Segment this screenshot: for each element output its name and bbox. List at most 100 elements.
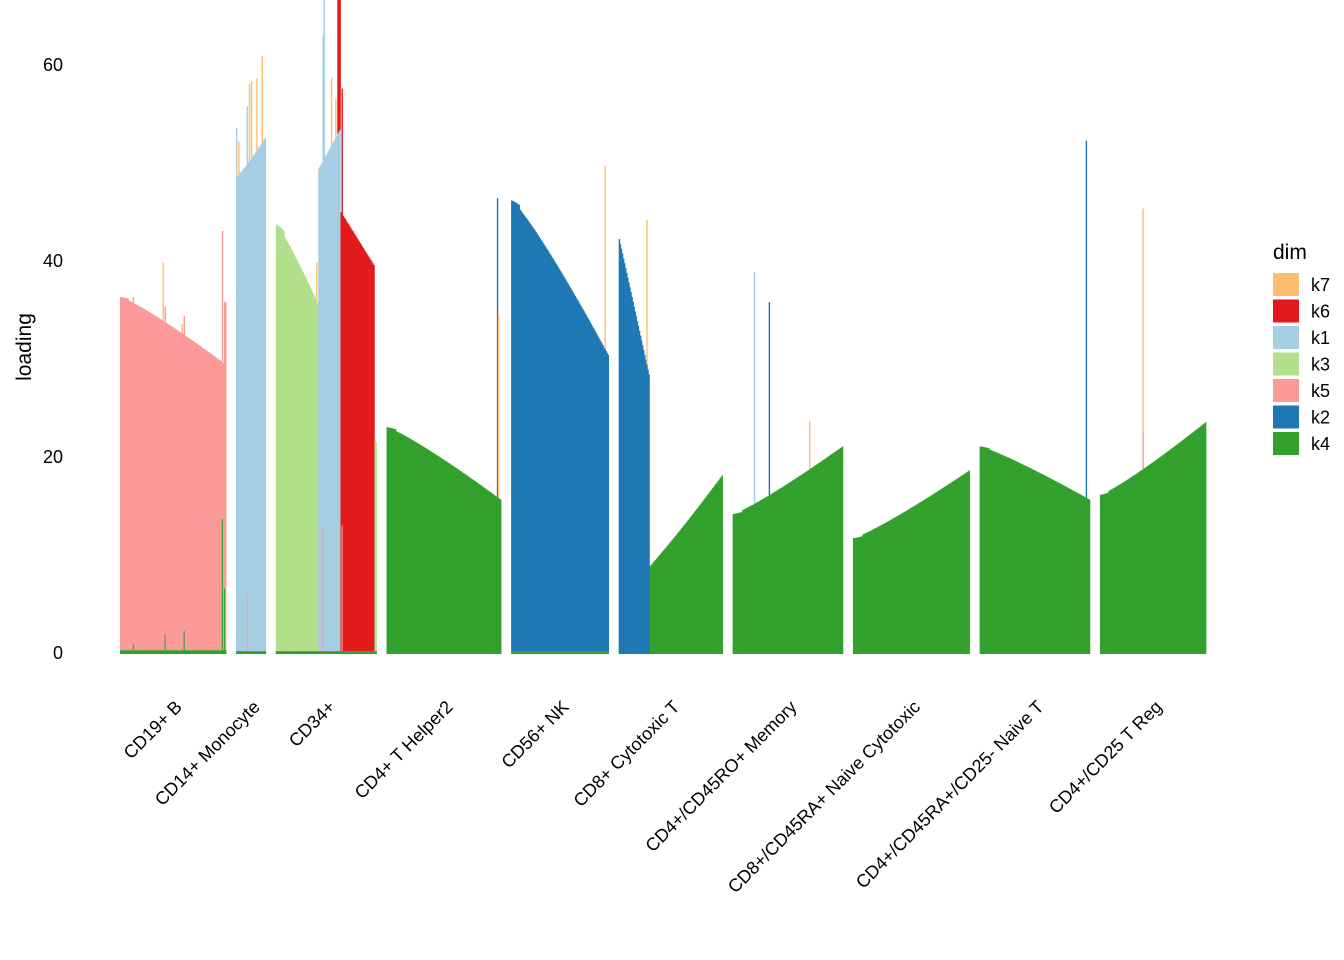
bar-segment-k5 xyxy=(199,346,201,651)
bar-segment-k4 xyxy=(886,521,889,654)
bar-segment-k3 xyxy=(285,239,287,652)
bar-segment-k2 xyxy=(625,267,627,654)
bar-segment-k4 xyxy=(179,650,181,654)
bar-segment-k4 xyxy=(213,650,215,654)
bar-segment-k4 xyxy=(1057,482,1059,654)
bar-segment-k2 xyxy=(521,212,524,652)
bar-segment-k4 xyxy=(1034,470,1037,654)
bar-segment-k4 xyxy=(173,650,175,654)
bar-segment-k4 xyxy=(701,502,703,654)
bar-segment-k6 xyxy=(362,248,365,652)
bar-segment-k4 xyxy=(183,630,186,654)
bar-segment-k4 xyxy=(315,651,317,654)
bar-segment-k4 xyxy=(744,508,746,654)
bar-segment-k4 xyxy=(250,651,253,654)
bar-segment-k1 xyxy=(325,155,328,652)
bar-segment-k4 xyxy=(773,491,776,654)
bar-segment-k4 xyxy=(497,498,500,654)
bar-segment-k5 xyxy=(179,332,181,651)
bar-segment-k1 xyxy=(239,173,241,652)
bar-segment-k4 xyxy=(745,508,747,654)
bar-segment-k4 xyxy=(1020,463,1023,654)
bar-segment-k4 xyxy=(309,651,312,654)
bar-segment-k4 xyxy=(403,435,405,654)
bar-segment-k4 xyxy=(813,466,815,654)
bar-segment-k2 xyxy=(593,329,596,652)
bar-segment-k4 xyxy=(585,651,587,654)
bar-segment-k2 xyxy=(619,243,622,654)
legend-label-k2: k2 xyxy=(1311,408,1330,428)
bar-segment-k4 xyxy=(522,651,525,654)
bar-segment-k4 xyxy=(358,651,360,654)
bar-segment-k4 xyxy=(658,555,661,654)
bar-segment-k4 xyxy=(531,651,533,654)
bar-segment-k5 xyxy=(197,344,199,651)
bar-segment-k4 xyxy=(697,507,699,654)
bar-segment-k4 xyxy=(995,452,997,654)
bar-segment-k5 xyxy=(158,318,160,651)
bar-segment-k4 xyxy=(1106,493,1108,654)
bar-segment-k5 xyxy=(190,339,192,651)
bar-segment-k4 xyxy=(415,442,417,654)
bar-segment-k5 xyxy=(151,314,154,651)
bar-segment-k5 xyxy=(157,317,159,651)
bar-segment-k4 xyxy=(1069,489,1072,654)
bar-segment-k4 xyxy=(143,650,145,654)
bar-group xyxy=(618,219,723,655)
bar-segment-k4 xyxy=(915,504,917,654)
bar-segment-k4 xyxy=(170,650,173,654)
bar-segment-k7 xyxy=(646,219,648,365)
bar-segment-k2 xyxy=(523,215,526,652)
bar-segment-k5 xyxy=(140,307,142,651)
bar-segment-k4 xyxy=(825,457,828,654)
bar-segment-k4 xyxy=(1150,463,1153,654)
bar-segment-k4 xyxy=(661,552,663,654)
bar-segment-k4 xyxy=(465,474,467,654)
bar-segment-k4 xyxy=(198,650,200,654)
bar-segment-k4 xyxy=(493,494,496,654)
bar-segment-k4 xyxy=(350,651,352,654)
bar-segment-k4 xyxy=(211,650,213,654)
bar-segment-k4 xyxy=(352,651,354,654)
bar-segment-k4 xyxy=(823,459,826,654)
bar-segment-k4 xyxy=(945,486,947,654)
bar-segment-k5 xyxy=(203,349,206,651)
bar-segment-k4 xyxy=(559,651,562,654)
bar-segment-k4 xyxy=(803,472,806,654)
bar-segment-k4 xyxy=(515,651,517,654)
bar-segment-k4 xyxy=(887,521,890,654)
bar-segment-k4 xyxy=(1157,458,1159,654)
bar-segment-k4 xyxy=(1001,455,1004,654)
bar-segment-k4 xyxy=(423,447,426,654)
bar-segment-k4 xyxy=(151,650,154,654)
bar-segment-k4 xyxy=(966,472,968,654)
bar-segment-k3 xyxy=(286,241,288,652)
bar-segment-k4 xyxy=(1019,463,1022,654)
bar-segment-k4 xyxy=(750,505,753,654)
bar-segment-k4 xyxy=(1131,476,1134,654)
bar-segment-k4 xyxy=(987,447,989,654)
bar-segment-k4 xyxy=(1039,472,1041,654)
bar-segment-k4 xyxy=(409,438,412,654)
bar-segment-k6 xyxy=(342,215,344,652)
bar-segment-k4 xyxy=(706,495,709,654)
bar-segment-k5 xyxy=(123,297,125,651)
bar-segment-k4 xyxy=(1041,473,1043,654)
bar-segment-k2 xyxy=(545,246,547,652)
bar-segment-k4 xyxy=(169,650,172,654)
bar-segment-k4 xyxy=(142,650,144,654)
x-tick-label: CD19+ B xyxy=(120,697,186,763)
bar-segment-k1 xyxy=(238,175,240,652)
bar-segment-k4 xyxy=(1083,496,1085,654)
bar-segment-k4 xyxy=(135,650,138,654)
bar-segment-k5 xyxy=(161,320,163,651)
bar-segment-k4 xyxy=(351,651,353,654)
bar-segment-k4 xyxy=(335,651,337,654)
bar-segment-k4 xyxy=(895,516,897,654)
bar-segment-k4 xyxy=(138,650,140,654)
bar-segment-k4 xyxy=(366,651,369,654)
bar-segment-k2 xyxy=(550,255,552,652)
bar-segment-k4 xyxy=(124,650,126,654)
bar-segment-k4 xyxy=(264,651,267,654)
